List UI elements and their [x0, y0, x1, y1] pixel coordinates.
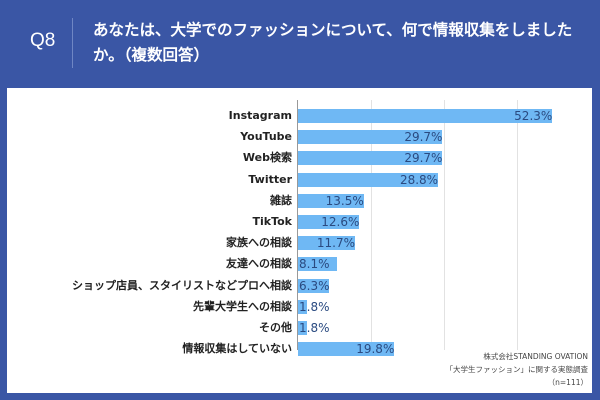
- bar: [298, 257, 338, 272]
- question-header: Q8 あなたは、大学でのファッションについて、何で情報収集をしましたか。（複数回…: [0, 0, 600, 86]
- category-label: 家族への相談: [226, 236, 292, 250]
- bar-row: ショップ店員、スタイリストなどプロへ相談 6.3%: [0, 277, 600, 295]
- bar: [298, 215, 360, 229]
- bar: [298, 109, 553, 123]
- bar-row: TikTok 12.6%: [0, 213, 600, 231]
- bar: [298, 321, 307, 335]
- category-label: ショップ店員、スタイリストなどプロへ相談: [72, 278, 292, 292]
- value-label: 1.8%: [299, 299, 330, 314]
- source-survey: 「大学生ファッション」に関する実態調査: [445, 365, 589, 374]
- sample-size: （n=111）: [547, 378, 588, 387]
- category-label: Web検索: [242, 151, 292, 165]
- value-label: 52.3%: [514, 109, 553, 123]
- gridline: [370, 100, 372, 350]
- bar-row: 雑誌 13.5%: [0, 192, 600, 210]
- category-label: 雑誌: [270, 193, 292, 207]
- bar-row: 先輩大学生への相談 1.8%: [0, 298, 600, 316]
- value-label: 19.8%: [356, 342, 395, 357]
- value-label: 8.1%: [299, 257, 330, 272]
- category-label: 情報収集はしていない: [182, 342, 292, 356]
- category-label: TikTok: [252, 215, 292, 228]
- gridline: [443, 100, 445, 350]
- bar-row: 家族への相談 11.7%: [0, 234, 600, 252]
- value-label: 12.6%: [321, 215, 360, 229]
- value-label: 29.7%: [404, 130, 443, 145]
- bar-row: YouTube 29.7%: [0, 128, 600, 146]
- question-number: Q8: [30, 30, 56, 51]
- value-label: 6.3%: [299, 278, 330, 293]
- gridline: [516, 100, 518, 350]
- value-label: 11.7%: [316, 236, 355, 251]
- value-label: 13.5%: [325, 193, 364, 208]
- header-divider: [72, 18, 73, 68]
- bar-row: 友達への相談 8.1%: [0, 255, 600, 273]
- question-text: あなたは、大学でのファッションについて、何で情報収集をしましたか。（複数回答）: [93, 21, 573, 64]
- bar: [298, 236, 355, 251]
- category-label: Instagram: [228, 109, 292, 122]
- bar: [298, 130, 443, 145]
- bar: [298, 172, 438, 187]
- category-label: 先輩大学生への相談: [193, 299, 292, 313]
- bar-row: Web検索 29.7%: [0, 149, 600, 167]
- bar: [298, 151, 443, 166]
- category-label: その他: [259, 321, 292, 334]
- bar: [298, 299, 307, 314]
- bar: [298, 193, 364, 208]
- category-label: YouTube: [240, 130, 292, 144]
- source-company: 株式会社STANDING OVATION: [483, 352, 588, 361]
- value-label: 1.8%: [299, 321, 330, 335]
- bar: [298, 342, 395, 357]
- value-label: 28.8%: [399, 172, 439, 187]
- bar: [298, 278, 329, 293]
- bar-row: Twitter 28.8%: [0, 171, 600, 189]
- category-label: Twitter: [248, 172, 292, 186]
- bar-row: Instagram 52.3%: [0, 107, 600, 125]
- value-label: 29.7%: [404, 151, 443, 166]
- bar-row: その他 1.8%: [0, 319, 600, 337]
- y-axis: [297, 100, 298, 350]
- category-label: 友達への相談: [226, 257, 292, 271]
- bar-row: 情報収集はしていない 19.8%: [0, 340, 600, 358]
